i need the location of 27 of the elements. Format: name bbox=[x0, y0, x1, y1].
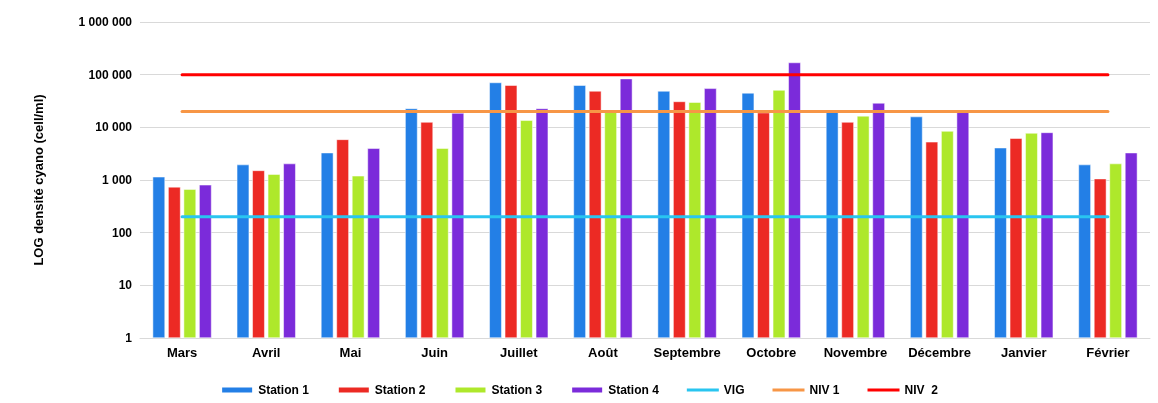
y-tick-label: 10 000 bbox=[95, 120, 133, 135]
x-tick-label: Mars bbox=[166, 345, 198, 360]
y-tick-label: 1 000 000 bbox=[78, 15, 133, 29]
x-tick-label: Février bbox=[1086, 345, 1130, 360]
y-tick-label: 1 bbox=[125, 331, 133, 345]
x-tick-label: Octobre bbox=[746, 345, 797, 360]
legend-label: NIV 2 bbox=[904, 383, 939, 397]
legend-label: VIG bbox=[723, 383, 745, 397]
y-tick-label: 100 bbox=[111, 225, 133, 240]
legend-label: Station 4 bbox=[608, 383, 660, 397]
legend-label: Station 3 bbox=[491, 383, 543, 397]
y-tick-label: 10 bbox=[118, 278, 133, 293]
legend-label: NIV 1 bbox=[809, 383, 840, 397]
x-tick-label: Septembre bbox=[653, 345, 721, 360]
y-tick-label: 100 000 bbox=[88, 67, 133, 82]
x-tick-label: Juillet bbox=[499, 345, 539, 360]
legend-label: Station 2 bbox=[374, 383, 426, 397]
x-tick-label: Août bbox=[588, 345, 619, 360]
x-tick-label: Juin bbox=[421, 345, 448, 360]
x-tick-label: Mai bbox=[339, 345, 362, 360]
x-tick-label: Novembre bbox=[823, 345, 888, 360]
x-tick-label: Décembre bbox=[908, 345, 972, 360]
legend-label: Station 1 bbox=[258, 383, 310, 397]
y-tick-label: 1 000 bbox=[101, 173, 133, 187]
x-tick-label: Janvier bbox=[1000, 345, 1047, 360]
y-axis-title: LOG densité cyano (cell/ml) bbox=[31, 94, 46, 266]
x-tick-label: Avril bbox=[252, 345, 281, 360]
